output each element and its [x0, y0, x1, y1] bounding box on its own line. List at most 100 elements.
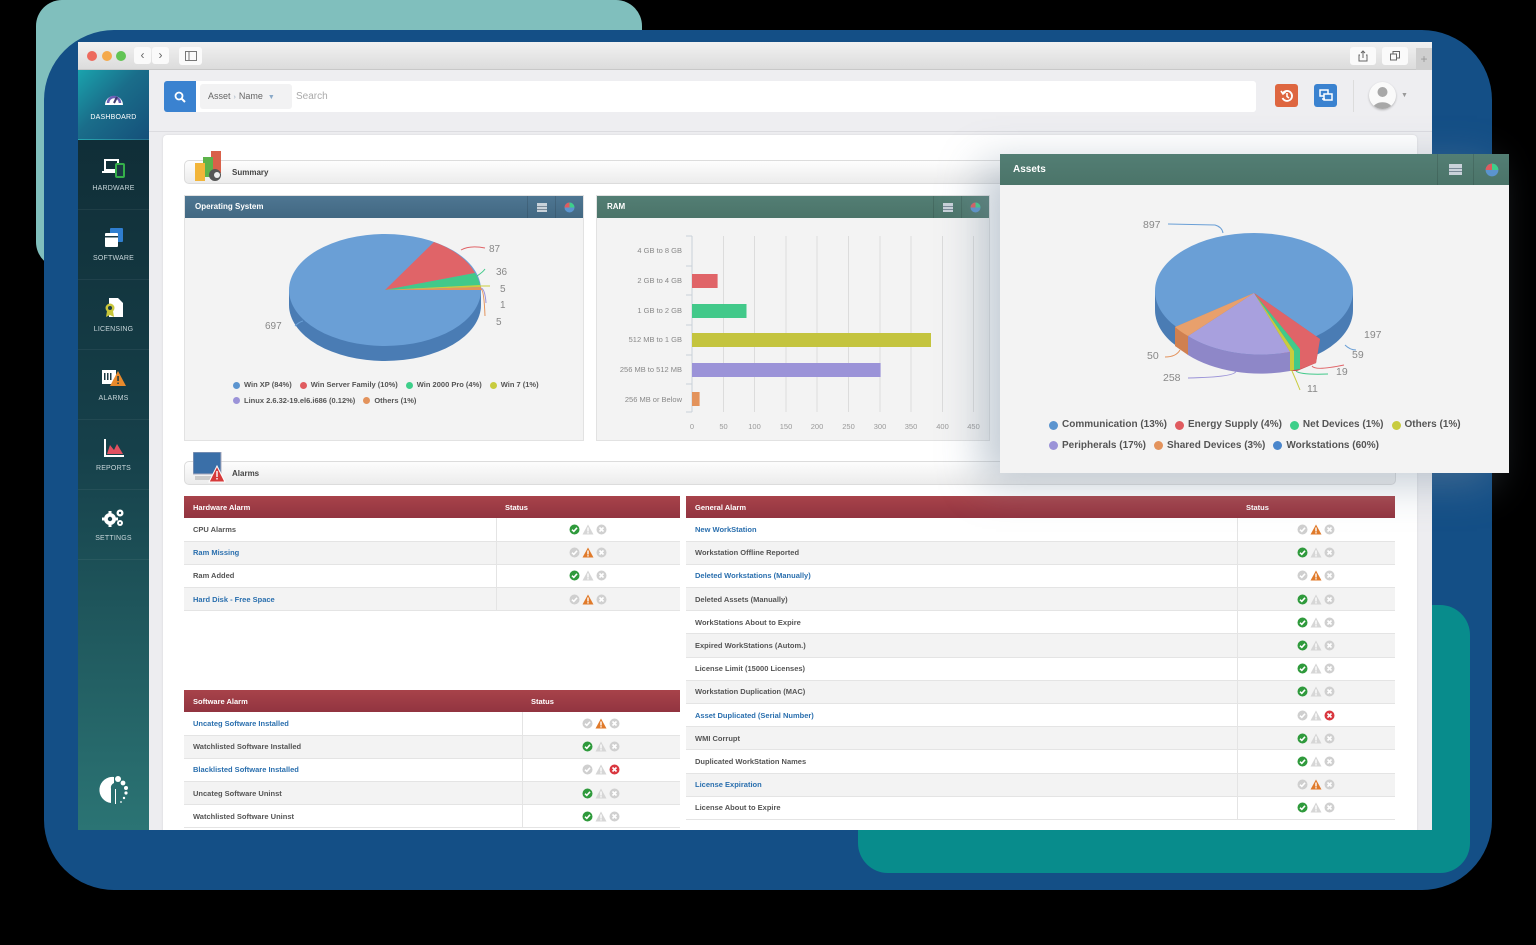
- ram-xtick: 200: [811, 422, 824, 431]
- legend-item[interactable]: Energy Supply (4%): [1175, 416, 1282, 434]
- sidebar-item-dashboard[interactable]: DASHBOARD: [78, 70, 149, 140]
- sidebar-item-hardware[interactable]: HARDWARE: [78, 140, 149, 210]
- sidebar-item-settings[interactable]: SETTINGS: [78, 490, 149, 560]
- error-circle-icon: [609, 811, 620, 822]
- legend-item[interactable]: Peripherals (17%): [1049, 437, 1146, 455]
- close-window-button[interactable]: [87, 51, 97, 61]
- legend-dot: [1175, 420, 1185, 430]
- search-box: Asset › Name ▼: [196, 81, 1256, 112]
- legend-item[interactable]: Net Devices (1%): [1289, 416, 1384, 434]
- user-avatar[interactable]: [1369, 82, 1396, 109]
- user-menu-chevron-icon[interactable]: ▼: [1401, 92, 1408, 99]
- alarm-status-ok: [1236, 726, 1395, 751]
- pie-chart-icon: [564, 202, 575, 212]
- warning-triangle-icon: [1310, 524, 1322, 535]
- search-scope-dropdown[interactable]: Asset › Name ▼: [200, 84, 292, 109]
- back-button[interactable]: ‹: [134, 47, 151, 64]
- remote-screens-button[interactable]: [1314, 84, 1337, 107]
- status-icons: [569, 570, 607, 581]
- status-icons: [1297, 686, 1335, 697]
- legend-item[interactable]: Linux 2.6.32-19.el6.i686 (0.12%): [233, 394, 355, 408]
- search-button[interactable]: [164, 81, 196, 112]
- warning-triangle-icon: [1310, 570, 1322, 581]
- status-icons: [1297, 663, 1335, 674]
- tabs-overview-button[interactable]: [1382, 47, 1408, 65]
- table-view-icon: [942, 202, 953, 212]
- legend-item[interactable]: Others (1%): [1391, 416, 1461, 434]
- ram-xtick: 350: [905, 422, 918, 431]
- table-row: Workstation Offline Reported: [686, 541, 1395, 565]
- sidebar-item-label: DASHBOARD: [90, 113, 137, 121]
- legend-item[interactable]: Win Server Family (10%): [299, 378, 398, 392]
- alarm-link[interactable]: Ram Missing: [184, 541, 496, 565]
- user-icon: [1373, 87, 1392, 109]
- alarm-link[interactable]: License Expiration: [686, 773, 1237, 797]
- maximize-window-button[interactable]: [116, 51, 126, 61]
- table-row: Hard Disk - Free Space: [184, 587, 680, 612]
- sidebar-icon: [184, 51, 197, 61]
- alarm-link[interactable]: Blacklisted Software Installed: [184, 758, 522, 783]
- alarm-label: Ram Added: [184, 564, 496, 589]
- software-alarm-rows: Uncateg Software Installed Watchlisted So…: [184, 712, 680, 829]
- chevron-down-icon: ▼: [267, 94, 275, 101]
- alarm-link[interactable]: Uncateg Software Installed: [184, 712, 522, 736]
- new-tab-button[interactable]: +: [1416, 48, 1432, 70]
- status-icons: [1297, 570, 1335, 581]
- alarm-link[interactable]: Hard Disk - Free Space: [184, 587, 496, 612]
- history-button[interactable]: [1275, 84, 1298, 107]
- legend-item[interactable]: Workstations (60%): [1273, 437, 1379, 455]
- legend-item[interactable]: Win 7 (1%): [489, 378, 539, 392]
- forward-button[interactable]: ›: [152, 47, 169, 64]
- alarm-label: Duplicated WorkStation Names: [686, 749, 1237, 774]
- tabs-icon: [1390, 51, 1400, 61]
- alarm-status-error: [1236, 703, 1395, 728]
- assets-table-view-button[interactable]: [1437, 154, 1473, 185]
- os-chart-view-button[interactable]: [555, 196, 583, 218]
- legend-label: Energy Supply (4%): [1188, 419, 1282, 430]
- legend-label: Shared Devices (3%): [1166, 439, 1266, 451]
- ram-chart-view-button[interactable]: [961, 196, 989, 218]
- alarm-status-ok: [1236, 657, 1395, 681]
- sidebar-item-reports[interactable]: REPORTS: [78, 420, 149, 490]
- legend-item[interactable]: Others (1%): [363, 394, 416, 408]
- column-header-status: Status: [1237, 496, 1395, 518]
- legend-item[interactable]: Shared Devices (3%): [1153, 437, 1266, 455]
- ram-xtick: 450: [967, 422, 980, 431]
- ram-xtick: 50: [719, 422, 727, 431]
- alarm-status-warn: [495, 541, 680, 565]
- sidebar-item-alarms[interactable]: ALARMS: [78, 350, 149, 420]
- error-circle-icon: [1324, 710, 1335, 721]
- status-icons: [1297, 640, 1335, 651]
- search-input[interactable]: [296, 84, 1196, 109]
- legend-label: Others (1%): [374, 395, 417, 405]
- alarm-link[interactable]: New WorkStation: [686, 518, 1237, 542]
- sidebar-toggle-button[interactable]: [179, 47, 202, 65]
- legend-item[interactable]: Win 2000 Pro (4%): [405, 378, 482, 392]
- error-circle-icon: [1324, 663, 1335, 674]
- alarm-link[interactable]: Deleted Workstations (Manually): [686, 564, 1237, 589]
- topbar-divider: [1353, 80, 1354, 112]
- assets-chart-view-button[interactable]: [1473, 154, 1509, 185]
- status-icons: [1297, 710, 1335, 721]
- sidebar-item-label: SOFTWARE: [92, 254, 134, 262]
- check-circle-icon: [582, 764, 593, 775]
- alarm-status-ok: [521, 781, 680, 806]
- sidebar-item-software[interactable]: SOFTWARE: [78, 210, 149, 280]
- alarm-link[interactable]: Asset Duplicated (Serial Number): [686, 703, 1237, 728]
- alarm-label: Deleted Assets (Manually): [686, 587, 1237, 612]
- share-button[interactable]: [1350, 47, 1376, 65]
- table-row: Ram Added: [184, 564, 680, 589]
- table-row: CPU Alarms: [184, 518, 680, 542]
- sidebar-item-licensing[interactable]: LICENSING: [78, 280, 149, 350]
- screens-icon: [1318, 89, 1333, 101]
- area-chart-icon: [103, 438, 124, 457]
- table-view-icon: [536, 202, 547, 212]
- check-circle-icon: [1297, 802, 1308, 813]
- legend-item[interactable]: Win XP (84%): [233, 378, 292, 392]
- os-table-view-button[interactable]: [527, 196, 555, 218]
- windows-icon: [104, 227, 123, 247]
- legend-item[interactable]: Communication (13%): [1049, 416, 1167, 434]
- minimize-window-button[interactable]: [102, 51, 112, 61]
- os-label-win-xp: 697: [265, 321, 282, 332]
- ram-table-view-button[interactable]: [933, 196, 961, 218]
